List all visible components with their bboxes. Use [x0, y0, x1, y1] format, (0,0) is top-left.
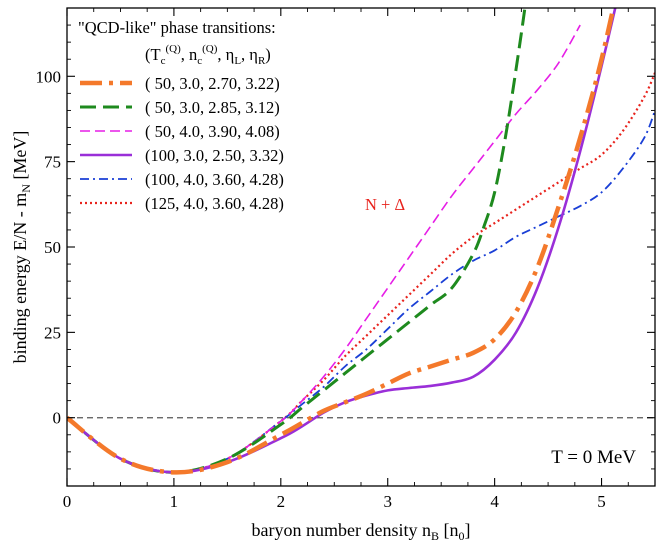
temperature-annotation: T = 0 MeV — [551, 447, 636, 468]
x-tick-label: 2 — [277, 492, 286, 511]
legend: "QCD-like" phase transitions: (Tc(Q), nc… — [78, 18, 405, 214]
legend-entries: ( 50, 3.0, 2.70, 3.22) ( 50, 3.0, 2.85, 3… — [80, 74, 284, 213]
x-tick-label: 3 — [383, 492, 392, 511]
x-tick-label: 4 — [490, 492, 499, 511]
x-tick-label: 0 — [63, 492, 72, 511]
legend-entry-2: ( 50, 3.0, 2.85, 3.12) — [145, 98, 280, 117]
y-tick-label: 25 — [44, 323, 61, 342]
legend-entry-1: ( 50, 3.0, 2.70, 3.22) — [145, 74, 280, 93]
legend-entry-5: (100, 4.0, 3.60, 4.28) — [145, 170, 284, 189]
legend-title: "QCD-like" phase transitions: — [78, 18, 276, 37]
y-tick-label: 100 — [36, 67, 62, 86]
legend-entry-3: ( 50, 4.0, 3.90, 4.08) — [145, 122, 280, 141]
series-line-3 — [67, 24, 581, 474]
y-tick-label: 0 — [53, 409, 62, 428]
series-layer — [67, 8, 655, 475]
legend-entry-4: (100, 3.0, 2.50, 3.32) — [145, 146, 284, 165]
legend-entry-6: (125, 4.0, 3.60, 4.28) — [145, 194, 284, 213]
x-tick-label: 1 — [170, 492, 179, 511]
series-line-1 — [67, 8, 616, 475]
y-axis-label: binding energy E/N - mN [MeV] — [10, 131, 33, 364]
legend-header: (Tc(Q), nc(Q), ηL, ηR) — [145, 43, 271, 67]
series-line-4 — [67, 8, 617, 474]
x-axis-label: baryon number density nB [n0] — [252, 520, 471, 543]
y-tick-label: 50 — [44, 238, 61, 257]
series-line-2 — [67, 8, 527, 474]
x-tick-label: 5 — [597, 492, 606, 511]
legend-extra-label: N + Δ — [365, 195, 405, 214]
y-tick-label: 75 — [44, 153, 61, 172]
